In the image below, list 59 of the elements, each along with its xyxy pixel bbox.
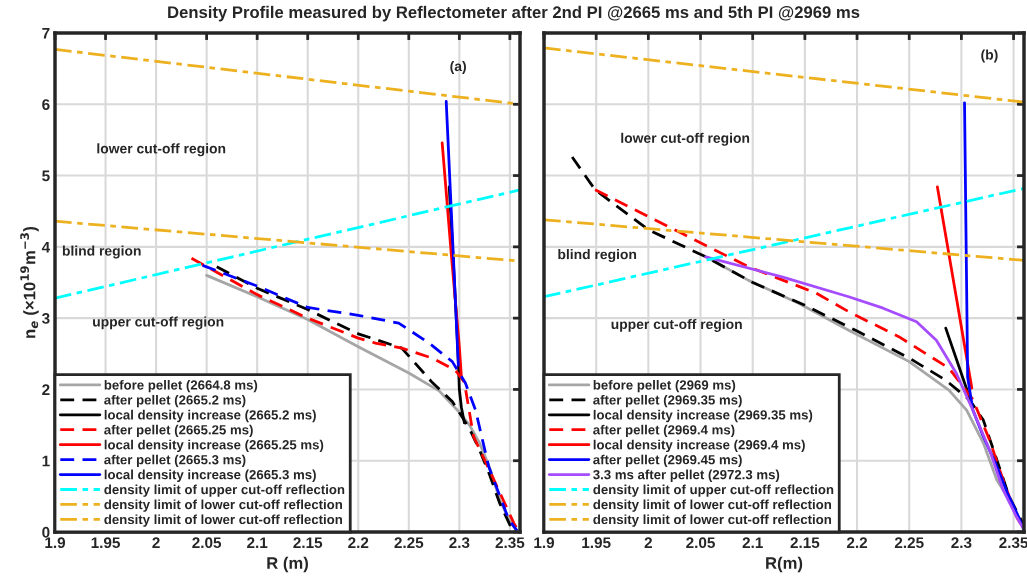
legend-label: local density increase (2665.2 ms)	[104, 409, 316, 423]
annotation: upper cut-off region	[93, 316, 224, 330]
legend-label: after pellet (2969.45 ms)	[593, 454, 742, 467]
x-axis-title: R (m)	[267, 556, 308, 573]
legend-label: density limit of upper cut-off reflection	[104, 484, 345, 497]
legend-label: density limit of lower cut-off reflection	[593, 499, 831, 512]
legend-label: local density increase (2969.4 ms)	[593, 439, 805, 453]
x-tick-label: 2.15	[293, 537, 323, 549]
y-tick-label: 4	[41, 241, 51, 253]
x-tick-label: 2.25	[894, 537, 924, 549]
x-tick-label: 1.9	[45, 537, 66, 549]
y-tick-label: 6	[42, 99, 50, 110]
y-tick-label: 3	[41, 313, 50, 324]
x-tick-label: 2.15	[790, 537, 820, 549]
x-tick-label: 2.3	[951, 537, 972, 549]
legend-label: after pellet (2969.35 ms)	[593, 394, 742, 408]
annotation: blind region	[62, 245, 141, 259]
legend-label: after pellet (2665.3 ms)	[104, 454, 246, 467]
x-tick-label: 2.05	[192, 537, 222, 549]
legend-label: density limit of lower cut-off reflection	[104, 514, 342, 527]
legend-label: local density increase (2665.3 ms)	[104, 469, 316, 482]
annotation: lower cut-off region	[97, 143, 226, 157]
x-tick-label: 2	[152, 537, 160, 548]
annotation: lower cut-off region	[621, 132, 750, 146]
x-tick-label: 2.05	[686, 537, 715, 549]
legend-label: density limit of lower cut-off reflection	[593, 514, 831, 527]
legend-label: after pellet (2969.4 ms)	[593, 424, 735, 438]
x-tick-label: 2.1	[742, 537, 763, 548]
legend-label: local density increase (2969.35 ms)	[593, 409, 813, 423]
legend-label: density limit of upper cut-off reflection	[593, 484, 834, 497]
x-tick-label: 2	[644, 537, 652, 548]
legend-label: 3.3 ms after pellet (2972.3 ms)	[593, 469, 780, 482]
legend-label: density limit of lower cut-off reflection	[104, 499, 342, 512]
y-tick-label: 2	[42, 384, 50, 395]
legend-label: local density increase (2665.25 ms)	[104, 439, 324, 453]
x-axis-title: R(m)	[766, 556, 803, 573]
annotation: (b)	[981, 49, 998, 63]
legend-label: before pellet (2664.8 ms)	[104, 379, 258, 393]
y-tick-label: 7	[42, 28, 50, 39]
x-tick-label: 1.95	[582, 537, 611, 549]
y-axis-title: n$_{e}$ (×10$^{19}$m$^{−3}$)	[20, 226, 39, 338]
x-tick-label: 1.9	[534, 537, 555, 549]
legend-label: after pellet (2665.2 ms)	[104, 394, 246, 408]
chart-title: Density Profile measured by Reflectometer after 2nd PI @2665 ms and 5th PI @2969 ms	[168, 5, 860, 22]
y-tick-label: 0	[42, 526, 50, 538]
legend-label: before pellet (2969 ms)	[593, 379, 736, 393]
x-tick-label: 1.95	[91, 537, 120, 549]
x-tick-label: 2.35	[495, 537, 525, 549]
x-tick-label: 2.1	[247, 537, 268, 548]
y-tick-label: 1	[42, 455, 50, 467]
x-tick-label: 2.2	[348, 537, 369, 548]
annotation: blind region	[558, 249, 637, 263]
legend-label: after pellet (2665.25 ms)	[104, 424, 253, 438]
y-tick-label: 5	[42, 170, 50, 182]
x-tick-label: 2.2	[846, 537, 868, 548]
annotation: (a)	[450, 60, 466, 74]
annotation: upper cut-off region	[611, 318, 742, 332]
x-tick-label: 2.3	[449, 537, 470, 549]
x-tick-label: 2.25	[394, 537, 424, 549]
